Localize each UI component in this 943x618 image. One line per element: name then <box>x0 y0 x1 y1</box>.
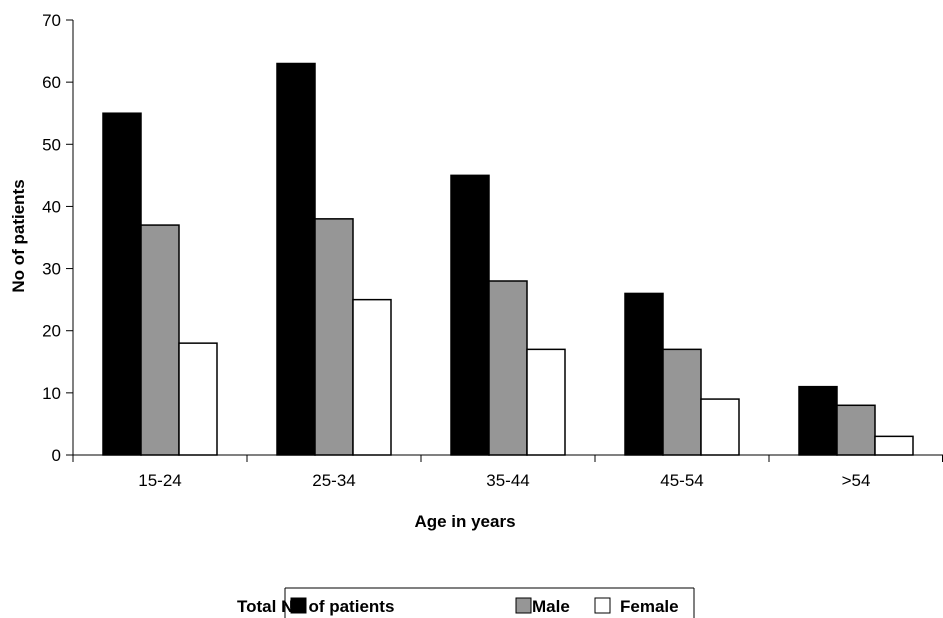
legend-label-total: Total No of patients <box>237 597 394 616</box>
bar-total-no-of-patients-1 <box>102 112 142 456</box>
bar-female-1 <box>178 342 218 456</box>
legend-label-female: Female <box>620 597 679 616</box>
x-tick-label: 25-34 <box>312 471 355 490</box>
bar-female-3 <box>526 348 566 456</box>
legend-swatch-male <box>515 597 532 614</box>
y-tick-label: 0 <box>52 446 61 465</box>
legend-swatch-total <box>290 597 307 614</box>
bar-male-4 <box>662 348 702 456</box>
y-axis-title: No of patients <box>9 179 28 292</box>
x-axis-ticks: 15-24 25-34 35-44 45-54 >54 <box>72 455 943 490</box>
bar-male-1 <box>140 224 180 456</box>
y-tick-label: 10 <box>42 384 61 403</box>
bar-total-no-of-patients-3 <box>450 174 490 456</box>
x-tick-label: 45-54 <box>660 471 703 490</box>
bar-female-5 <box>874 435 914 456</box>
y-tick-label: 30 <box>42 260 61 279</box>
bar-female-4 <box>700 398 740 456</box>
bar-total-no-of-patients-5 <box>798 385 838 456</box>
y-tick-label: 20 <box>42 322 61 341</box>
bar-male-3 <box>488 280 528 456</box>
legend-label-male: Male <box>532 597 570 616</box>
legend: Total No of patients Male Female <box>237 587 695 618</box>
x-tick-label: 35-44 <box>486 471 529 490</box>
x-tick-label: 15-24 <box>138 471 181 490</box>
x-tick-label: >54 <box>842 471 871 490</box>
bar-male-5 <box>836 404 876 456</box>
bar-total-no-of-patients-4 <box>624 292 664 456</box>
x-axis-title: Age in years <box>414 512 515 531</box>
y-axis-ticks: 0 10 20 30 40 50 60 70 <box>42 11 73 465</box>
y-tick-label: 40 <box>42 197 61 216</box>
y-tick-label: 70 <box>42 11 61 30</box>
legend-swatch-female <box>594 597 611 614</box>
bar-male-2 <box>314 218 354 456</box>
bars-group <box>102 62 914 456</box>
bar-total-no-of-patients-2 <box>276 62 316 456</box>
bar-female-2 <box>352 298 392 456</box>
y-tick-label: 50 <box>42 135 61 154</box>
y-tick-label: 60 <box>42 73 61 92</box>
